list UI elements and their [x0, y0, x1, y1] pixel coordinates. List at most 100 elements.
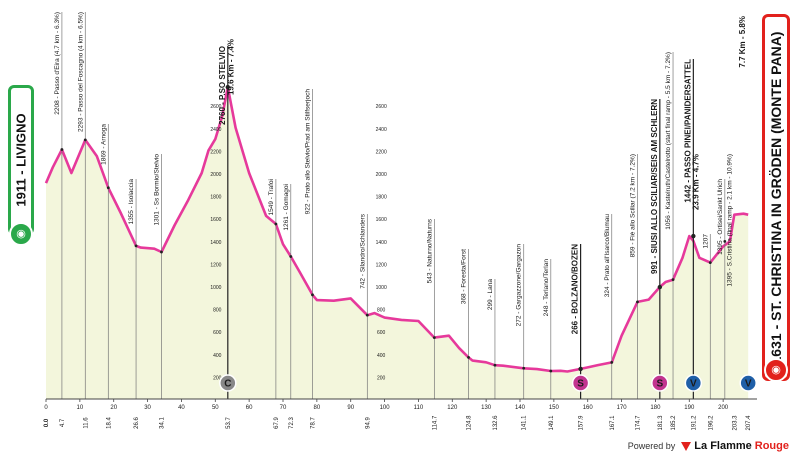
waypoint-dot	[578, 366, 583, 372]
finish-bike-icon: ◉	[764, 358, 788, 382]
elevation-tick-label: 1800	[376, 195, 387, 201]
km-mark-label: 53.7	[226, 417, 232, 429]
elevation-tick-label: 2000	[376, 172, 387, 178]
elevation-tick-label: 800	[213, 308, 222, 314]
elevation-tick-label: 200	[377, 375, 386, 381]
marker-label: C	[224, 379, 231, 390]
waypoint-label: 1056 - Kastelruth/Castelrotto (start fin…	[665, 52, 672, 230]
marker-C-icon	[219, 374, 237, 392]
km-mark-label: 207.4	[746, 415, 752, 431]
start-elevation: 1911	[13, 178, 29, 207]
waypoint-dot	[657, 284, 663, 290]
waypoint-dot	[134, 244, 138, 248]
waypoint-dot	[289, 255, 293, 258]
waypoint-label: 1395 - Ortisei/Sankt Ulrich	[717, 179, 724, 255]
marker-label: V	[745, 379, 752, 390]
x-tick-label: 40	[178, 405, 185, 411]
elevation-tick-label: 2400	[210, 127, 221, 133]
waypoint-dot	[522, 366, 526, 370]
finish-box: 1631 - ST. CHRISTINA IN GRÖDEN (MONTE PA…	[762, 14, 790, 382]
start-name: LIVIGNO	[13, 113, 29, 167]
x-tick-label: 180	[650, 405, 661, 411]
marker-S-icon	[571, 374, 590, 392]
brand-logo: La Flamme Rouge	[681, 440, 789, 452]
x-tick-label: 60	[246, 405, 253, 411]
waypoint-label: 922 - Prato allo Stelvio/Prad am Stilfse…	[304, 89, 311, 215]
x-tick-label: 70	[280, 405, 287, 411]
waypoint-label: 324 - Prato all'Isarco/Blumau	[604, 214, 611, 298]
x-tick-label: 80	[314, 405, 321, 411]
elevation-tick-label: 2600	[376, 104, 387, 110]
flame-icon	[681, 441, 692, 451]
waypoint-label: 543 - Naturno/Naturns	[426, 218, 433, 283]
elevation-tick-label: 1600	[376, 217, 387, 223]
start-bike-icon: ◉	[9, 222, 33, 246]
elevation-tick-label: 400	[213, 353, 222, 359]
x-tick-label: 150	[549, 405, 560, 411]
elevation-tick-label: 2200	[376, 149, 387, 155]
marker-label: S	[656, 379, 663, 390]
waypoint-label: 1395 - S.Cristina (final ramp - 2.1 km -…	[726, 154, 733, 287]
marker-label: V	[690, 379, 697, 390]
km-mark-label: 26.6	[134, 417, 140, 429]
elevation-tick-label: 2000	[210, 172, 221, 178]
waypoint-dot	[708, 261, 712, 265]
waypoint-label: 742 - Silandro/Schlanders	[359, 213, 366, 289]
waypoint-label: 1442 - PASSO PINEI/PANIDERSATTEL	[683, 59, 692, 203]
km-mark-label: 157.9	[579, 415, 585, 431]
waypoint-label: 2760 - P.SO STELVIO	[218, 46, 227, 125]
waypoint-dot	[691, 233, 696, 239]
km-mark-label: 181.3	[658, 415, 664, 431]
waypoint-dot	[549, 369, 553, 373]
x-tick-label: 190	[684, 405, 695, 411]
marker-label: S	[577, 379, 584, 390]
waypoint-lines	[60, 12, 727, 399]
waypoint-label: 1869 - Arnoga	[100, 124, 107, 165]
km-mark-label: 94.9	[365, 417, 371, 429]
waypoint-dot	[160, 250, 163, 254]
elevation-tick-label: 200	[213, 375, 222, 381]
elevation-tick-label: 800	[377, 308, 386, 314]
km-mark-label: 0.0	[44, 418, 50, 427]
waypoint-dot	[60, 148, 64, 151]
waypoint-label: 991 - SIUSI ALLO SCILIAR/SEIS AM SCHLERN	[650, 99, 659, 274]
waypoint-label: 1207	[702, 234, 709, 249]
waypoint-label: 1301 - Ss Bormio/Stelvio	[153, 154, 160, 226]
waypoint-dot	[311, 293, 314, 297]
start-box: 1911 - LIVIGNO ◉	[8, 85, 34, 246]
elevation-tick-label: 2600	[210, 104, 221, 110]
profile-line	[44, 85, 749, 373]
powered-by-text: Powered by	[627, 441, 676, 451]
x-tick-label: 50	[212, 405, 219, 411]
x-tick-label: 100	[380, 405, 391, 411]
x-tick-label: 0	[44, 405, 48, 411]
waypoint-dot	[610, 360, 614, 364]
x-tick-label: 200	[718, 405, 729, 411]
km-mark-label: 191.2	[691, 415, 697, 431]
km-mark-label: 11.6	[83, 417, 89, 429]
elevation-tick-label: 400	[377, 353, 386, 359]
waypoint-label: 248 - Terlano/Terlan	[543, 259, 550, 317]
finish-name: ST. CHRISTINA IN GRÖDEN (MONTE PANA)	[768, 31, 784, 321]
km-mark-label: 67.9	[274, 417, 280, 429]
km-mark-label: 18.4	[106, 417, 112, 429]
waypoint-dot	[274, 222, 278, 226]
elevation-tick-label: 1000	[210, 285, 221, 291]
elevation-tick-label: 1200	[210, 262, 221, 268]
start-dash: -	[13, 166, 29, 175]
waypoint-label: 2293 - Passo del Foscagno (4 km - 6.5%)	[77, 12, 84, 132]
brand-name-b: Rouge	[754, 440, 789, 452]
km-mark-label: 203.3	[732, 415, 738, 431]
waypoint-label: 1549 - Trafoi	[268, 179, 275, 216]
marker-V-icon	[684, 374, 703, 392]
waypoint-labels: 2208 - Passo d'Eira (4.7 km - 6.3%) 2293 …	[54, 12, 747, 334]
x-tick-label: 140	[515, 405, 526, 411]
elevation-tick-label: 1200	[376, 262, 387, 268]
marker-V-icon	[739, 374, 757, 392]
x-tick-label: 130	[481, 405, 492, 411]
elevation-tick-label: 600	[213, 330, 222, 336]
waypoint-label: 7.7 Km - 5.8%	[738, 16, 747, 68]
waypoint-dot	[432, 336, 436, 340]
